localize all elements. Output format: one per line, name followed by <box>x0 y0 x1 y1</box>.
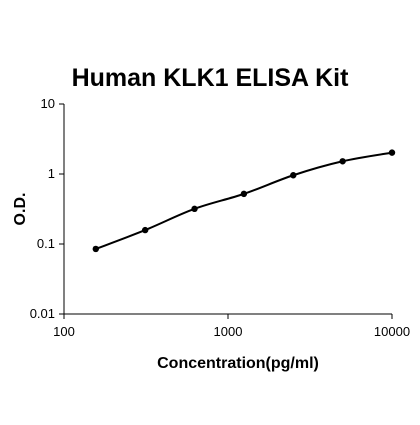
data-point <box>339 158 346 165</box>
data-point <box>191 205 198 213</box>
y-tick-label: 0.01 <box>30 306 55 321</box>
y-axis-title: O.D. <box>12 193 29 226</box>
y-axis-ticks: 10 1 0.1 0.01 <box>30 96 64 321</box>
data-point <box>290 172 297 179</box>
chart-title: Human KLK1 ELISA Kit <box>72 64 350 92</box>
y-tick-label: 1 <box>48 166 55 181</box>
x-axis-ticks: 100 1000 10000 <box>53 314 410 339</box>
data-point <box>240 190 248 198</box>
x-tick-label: 1000 <box>214 324 243 339</box>
y-tick-label: 10 <box>41 96 55 111</box>
y-tick-label: 0.1 <box>37 236 55 251</box>
data-point <box>388 149 396 156</box>
x-tick-label: 10000 <box>374 324 410 339</box>
x-axis-title: Concentration(pg/ml) <box>157 355 319 372</box>
plot-area <box>92 149 396 253</box>
data-point <box>92 245 99 253</box>
fit-curve <box>95 151 393 250</box>
data-point <box>141 226 149 234</box>
x-tick-label: 100 <box>53 324 75 339</box>
